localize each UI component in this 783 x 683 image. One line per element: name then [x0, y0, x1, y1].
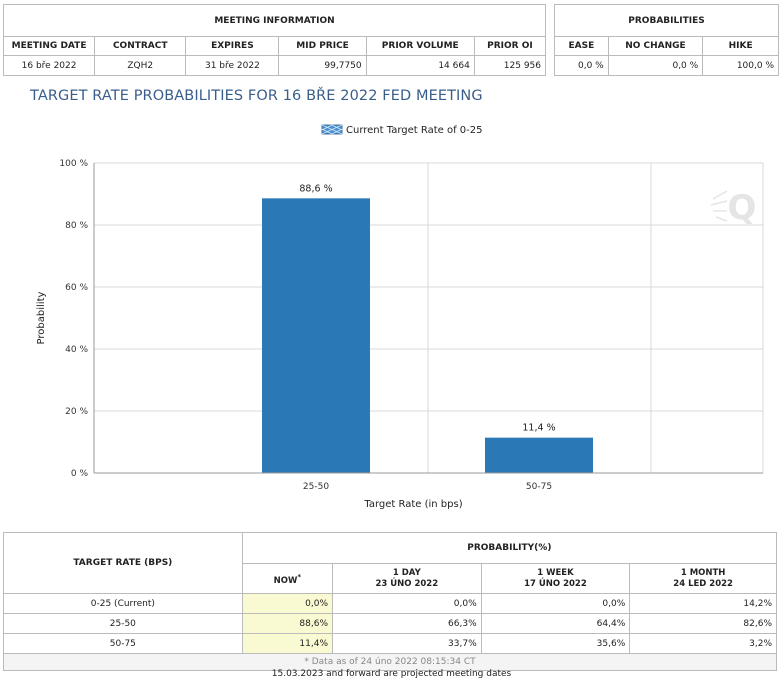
table-row: 25-50 88,6% 66,3% 64,4% 82,6% — [3, 613, 777, 634]
cell-1-day: 33,7% — [332, 633, 482, 654]
probability-group-header: PROBABILITY(%) — [241, 532, 778, 564]
bar-value-label: 11,4 % — [522, 423, 555, 434]
cell-1-day: 0,0% — [332, 593, 482, 614]
col-meeting-date: MEETING DATE — [2, 36, 96, 56]
cell-contract: ZQH2 — [94, 55, 187, 76]
col-ease: EASE — [554, 36, 609, 56]
col-1-week-date: 17 ÚNO 2022 — [524, 578, 587, 589]
x-axis-label: Target Rate (in bps) — [363, 499, 462, 510]
col-1-week-label: 1 WEEK — [537, 567, 574, 578]
table-row: 0-25 (Current) 0,0% 0,0% 0,0% 14,2% — [3, 593, 777, 614]
cell-1-week: 64,4% — [480, 613, 631, 634]
y-tick-label: 20 % — [65, 407, 88, 417]
row-rate: 25-50 — [3, 613, 243, 634]
y-tick-label: 0 % — [71, 469, 89, 479]
legend-label: Current Target Rate of 0-25 — [346, 125, 482, 136]
q-logo-icon: Q — [710, 188, 757, 228]
svg-text:Q: Q — [728, 188, 757, 228]
meeting-info-table: MEETING INFORMATION MEETING DATE CONTRAC… — [2, 4, 547, 76]
col-mid-price: MID PRICE — [278, 36, 367, 56]
cell-ease: 0,0 % — [554, 55, 609, 76]
probabilities-table: PROBABILITIES EASE NO CHANGE HIKE 0,0 % … — [554, 4, 779, 76]
meeting-info-title: MEETING INFORMATION — [3, 4, 546, 37]
chart-bars: 88,6 % 11,4 % — [262, 183, 593, 473]
col-now-label: NOW — [273, 575, 298, 586]
cell-now: 0,0% — [241, 593, 334, 614]
probabilities-title: PROBABILITIES — [554, 4, 779, 37]
col-1-month: 1 MONTH 24 LED 2022 — [629, 563, 777, 594]
legend-pattern — [321, 124, 343, 135]
col-contract: CONTRACT — [94, 36, 187, 56]
col-expires: EXPIRES — [185, 36, 280, 56]
cell-now: 11,4% — [241, 633, 334, 654]
cell-1-week: 35,6% — [480, 633, 631, 654]
cell-1-week: 0,0% — [480, 593, 631, 614]
bar-value-label: 88,6 % — [299, 183, 332, 194]
probability-history-table: TARGET RATE (BPS) PROBABILITY(%) NOW* 1 … — [3, 532, 778, 671]
data-timestamp-footnote: * Data as of 24 úno 2022 08:15:34 CT — [3, 653, 777, 671]
y-tick-label: 40 % — [65, 345, 88, 355]
y-axis: 0 % 20 % 40 % 60 % 80 % 100 % — [59, 159, 95, 479]
row-rate: 0-25 (Current) — [3, 593, 243, 614]
x-tick-label: 50-75 — [526, 482, 552, 492]
table-row: 50-75 11,4% 33,7% 35,6% 3,2% — [3, 633, 777, 654]
cell-1-month: 82,6% — [629, 613, 777, 634]
col-hike: HIKE — [702, 36, 779, 56]
col-1-day-label: 1 DAY — [392, 567, 421, 578]
y-tick-label: 60 % — [65, 283, 88, 293]
cell-prior-oi: 125 956 — [473, 55, 547, 76]
cell-expires: 31 bře 2022 — [185, 55, 280, 76]
col-1-week: 1 WEEK 17 ÚNO 2022 — [480, 563, 631, 594]
bar-50-75[interactable] — [485, 437, 593, 473]
col-1-day: 1 DAY 23 ÚNO 2022 — [332, 563, 482, 594]
y-axis-label: Probability — [36, 291, 47, 344]
chart-grid — [93, 162, 764, 474]
x-axis: 25-50 50-75 — [94, 472, 763, 492]
chart-title: TARGET RATE PROBABILITIES FOR 16 BŘE 202… — [30, 88, 483, 104]
row-rate: 50-75 — [3, 633, 243, 654]
cell-mid-price: 99,7750 — [278, 55, 367, 76]
col-1-month-label: 1 MONTH — [680, 567, 726, 578]
col-now: NOW* — [241, 563, 334, 594]
cell-hike: 100,0 % — [702, 55, 779, 76]
col-now-mark: * — [297, 571, 302, 581]
col-prior-oi: PRIOR OI — [473, 36, 547, 56]
bar-25-50[interactable] — [262, 198, 370, 473]
col-1-day-date: 23 ÚNO 2022 — [375, 578, 439, 589]
col-no-change: NO CHANGE — [607, 36, 704, 56]
chart-legend[interactable]: Current Target Rate of 0-25 — [321, 124, 482, 136]
y-tick-label: 80 % — [65, 221, 88, 231]
probability-bar-chart: Current Target Rate of 0-25 0 % 20 % 40 % 6… — [36, 124, 764, 510]
cell-no-change: 0,0 % — [607, 55, 704, 76]
col-prior-volume: PRIOR VOLUME — [365, 36, 475, 56]
y-tick-label: 100 % — [59, 159, 88, 169]
projected-dates-note: 15.03.2023 and forward are projected mee… — [271, 669, 512, 679]
cell-1-day: 66,3% — [332, 613, 482, 634]
col-target-rate: TARGET RATE (BPS) — [3, 532, 243, 594]
col-1-month-date: 24 LED 2022 — [673, 578, 733, 589]
cell-1-month: 3,2% — [629, 633, 777, 654]
cell-1-month: 14,2% — [629, 593, 777, 614]
cell-meeting-date: 16 bře 2022 — [2, 55, 96, 76]
x-tick-label: 25-50 — [303, 482, 329, 492]
cell-prior-volume: 14 664 — [365, 55, 475, 76]
cell-now: 88,6% — [241, 613, 334, 634]
